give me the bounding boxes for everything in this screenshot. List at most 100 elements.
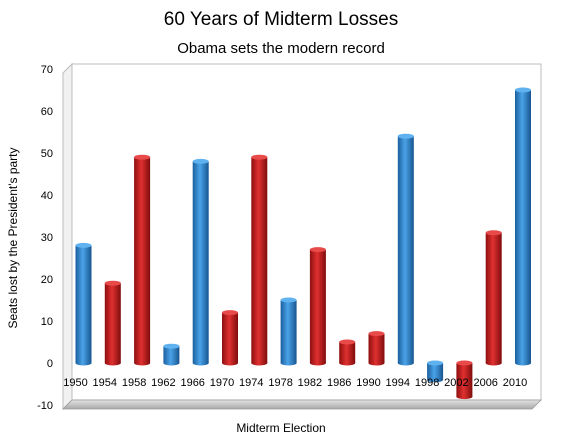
y-tick-label: 20 bbox=[41, 274, 53, 286]
bar-bottom bbox=[75, 360, 92, 366]
bar-bottom bbox=[515, 360, 531, 366]
bar-cap bbox=[251, 154, 268, 160]
bar-body bbox=[104, 283, 121, 363]
x-tick-label: 1974 bbox=[239, 377, 263, 389]
bar-1950 bbox=[75, 242, 92, 366]
bar-cap bbox=[163, 343, 180, 349]
bar-bottom bbox=[134, 360, 151, 366]
chart-subtitle: Obama sets the modern record bbox=[177, 40, 385, 57]
bar-cap bbox=[397, 133, 414, 139]
x-tick-label: 1970 bbox=[210, 377, 234, 389]
back-wall bbox=[71, 63, 542, 401]
bar-cap bbox=[368, 331, 385, 337]
bar-cap bbox=[222, 310, 238, 316]
bar-body bbox=[485, 232, 502, 363]
bar-bottom bbox=[163, 360, 180, 366]
floor bbox=[62, 399, 542, 410]
side-wall bbox=[62, 62, 73, 411]
bar-1982 bbox=[309, 247, 326, 366]
x-tick-label: 2002 bbox=[444, 377, 468, 389]
x-tick-label: 1954 bbox=[93, 377, 117, 389]
y-tick-label: 50 bbox=[41, 148, 53, 160]
bar-1978 bbox=[280, 297, 297, 366]
bar-bottom bbox=[309, 360, 326, 366]
x-tick-labels: 1950 1954 1958 1962 1966 1970 1974 1978 1982 1986… bbox=[63, 377, 527, 389]
y-tick-labels: 70 60 50 40 30 20 10 0 -10 bbox=[37, 64, 53, 412]
bar-body bbox=[309, 249, 326, 363]
bar-1974 bbox=[251, 154, 268, 366]
bar-2010 bbox=[515, 87, 531, 366]
x-tick-label: 2010 bbox=[503, 377, 527, 389]
bar-cap bbox=[515, 87, 531, 93]
bar-body bbox=[397, 136, 414, 363]
bar-bottom bbox=[427, 377, 444, 383]
bar-1966 bbox=[192, 158, 209, 366]
y-tick-label: 70 bbox=[41, 64, 53, 76]
x-tick-label: 1966 bbox=[180, 377, 204, 389]
bar-bottom bbox=[339, 360, 356, 366]
bar-1994 bbox=[397, 133, 414, 366]
bar-cap bbox=[192, 158, 209, 164]
y-tick-label: 10 bbox=[41, 316, 53, 328]
x-tick-label: 1990 bbox=[356, 377, 380, 389]
bar-bottom bbox=[456, 394, 473, 400]
y-tick-label: 0 bbox=[47, 358, 53, 370]
bar-bottom bbox=[397, 360, 414, 366]
y-tick-label: -10 bbox=[37, 400, 53, 412]
bar-1990 bbox=[368, 331, 385, 366]
bar-body bbox=[280, 300, 297, 363]
bar-body bbox=[251, 157, 268, 363]
bar-1954 bbox=[104, 280, 121, 366]
x-tick-label: 1998 bbox=[415, 377, 439, 389]
x-tick-label: 1950 bbox=[63, 377, 87, 389]
bar-2006 bbox=[485, 230, 502, 366]
bar-cap bbox=[309, 247, 326, 253]
chart-title: 60 Years of Midterm Losses bbox=[163, 9, 399, 30]
bar-body bbox=[75, 245, 92, 363]
bar-bottom bbox=[368, 360, 385, 366]
x-axis-label: Midterm Election bbox=[236, 421, 326, 435]
bar-body bbox=[339, 342, 356, 363]
y-tick-label: 30 bbox=[41, 232, 53, 244]
bar-bottom bbox=[485, 360, 502, 366]
bar-cap bbox=[104, 280, 121, 286]
x-tick-label: 1982 bbox=[298, 377, 322, 389]
bars bbox=[75, 87, 531, 400]
x-tick-label: 2006 bbox=[473, 377, 497, 389]
bar-body bbox=[192, 161, 209, 363]
bar-bottom bbox=[251, 360, 268, 366]
plot-frame bbox=[62, 62, 542, 411]
x-tick-label: 1958 bbox=[122, 377, 146, 389]
bar-cap bbox=[339, 339, 356, 345]
bar-1986 bbox=[339, 339, 356, 366]
y-tick-label: 60 bbox=[41, 106, 53, 118]
bar-cap bbox=[280, 297, 297, 303]
bar-bottom bbox=[222, 360, 238, 366]
bar-bottom bbox=[104, 360, 121, 366]
bar-body bbox=[222, 312, 238, 363]
bar-body bbox=[427, 363, 444, 380]
bar-1998 bbox=[427, 360, 444, 383]
bar-bottom bbox=[280, 360, 297, 366]
bar-cap bbox=[456, 360, 473, 366]
bar-1962 bbox=[163, 343, 180, 366]
bar-cap bbox=[134, 154, 151, 160]
bar-bottom bbox=[192, 360, 209, 366]
bar-body bbox=[456, 363, 473, 397]
bar-cap bbox=[75, 242, 92, 248]
bar-body bbox=[134, 157, 151, 363]
bar-body bbox=[368, 333, 385, 363]
x-tick-label: 1962 bbox=[151, 377, 175, 389]
x-tick-label: 1994 bbox=[386, 377, 410, 389]
bar-body bbox=[163, 346, 180, 363]
x-tick-label: 1978 bbox=[268, 377, 292, 389]
bar-cap bbox=[485, 230, 502, 236]
y-tick-label: 40 bbox=[41, 190, 53, 202]
bar-1958 bbox=[134, 154, 151, 366]
bar-cap bbox=[427, 360, 444, 366]
bar-body bbox=[515, 90, 531, 363]
x-tick-label: 1986 bbox=[327, 377, 351, 389]
bar-1970 bbox=[222, 310, 238, 366]
bar-2002 bbox=[456, 360, 473, 400]
